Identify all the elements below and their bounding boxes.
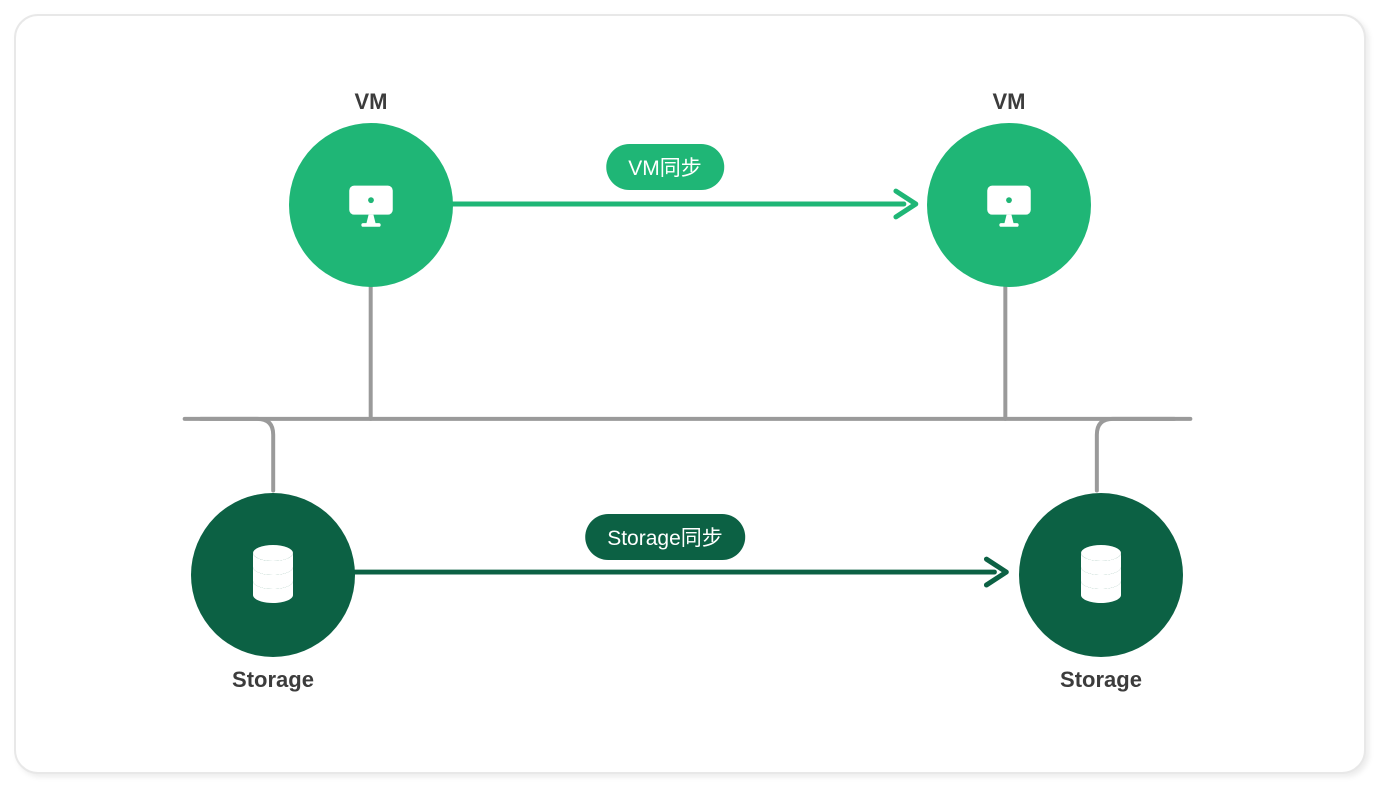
vm-sync-label: VM同步 xyxy=(606,144,724,190)
diagram-container: VM VM Storage xyxy=(14,14,1366,774)
vm-right-node xyxy=(927,123,1091,287)
connector-lines xyxy=(16,16,1364,772)
monitor-icon xyxy=(342,176,400,234)
database-icon xyxy=(249,545,297,605)
storage-left-node xyxy=(191,493,355,657)
storage-left-label: Storage xyxy=(173,667,373,693)
vm-right-label: VM xyxy=(909,89,1109,115)
storage-sync-label: Storage同步 xyxy=(585,514,745,560)
monitor-icon xyxy=(980,176,1038,234)
vm-left-node xyxy=(289,123,453,287)
database-icon xyxy=(1077,545,1125,605)
vm-left-label: VM xyxy=(271,89,471,115)
storage-right-node xyxy=(1019,493,1183,657)
storage-right-label: Storage xyxy=(1001,667,1201,693)
